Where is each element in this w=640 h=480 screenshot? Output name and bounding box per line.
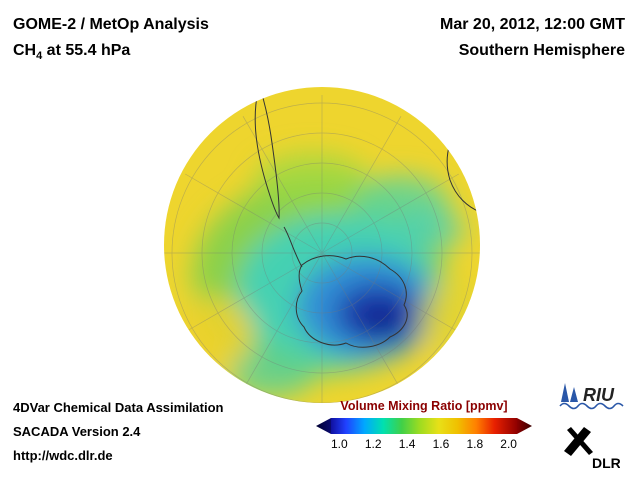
logos-block: RIU DLR [558, 380, 632, 476]
date-label: Mar 20, 2012, 12:00 GMT [440, 16, 625, 33]
riu-logo: RIU [558, 380, 632, 415]
colorbar: Volume Mixing Ratio [ppmv] 1.0 1.2 1.4 1… [316, 399, 532, 451]
cathedral-spire-icon [570, 387, 578, 402]
graticule [164, 95, 480, 403]
riu-wave-underline [559, 402, 624, 410]
dlr-swoosh-icon [564, 427, 593, 456]
assimilation-label: 4DVar Chemical Data Assimilation [13, 400, 224, 415]
tick-label: 1.4 [398, 437, 416, 451]
species-subscript: 4 [36, 50, 43, 63]
pressure-level: at 55.4 hPa [42, 42, 131, 59]
tick-label: 1.8 [466, 437, 484, 451]
riu-logo-text: RIU [583, 385, 615, 405]
tick-label: 1.6 [432, 437, 450, 451]
header-left: GOME-2 / MetOp Analysis CH4 at 55.4 hPa [13, 12, 209, 69]
version-label: SACADA Version 2.4 [13, 424, 141, 439]
ch4-field-blobs [174, 152, 480, 398]
species-symbol: CH [13, 42, 37, 59]
colorbar-bar [316, 418, 532, 434]
antarctica-outline [295, 255, 408, 348]
hemisphere-map [162, 85, 482, 405]
colorbar-title: Volume Mixing Ratio [ppmv] [340, 399, 508, 413]
colorbar-gradient [331, 418, 517, 434]
colorbar-right-arrow [517, 418, 532, 434]
dlr-logo-text: DLR [592, 455, 620, 471]
url-label: http://wdc.dlr.de [13, 448, 113, 463]
header-right: Mar 20, 2012, 12:00 GMT Southern Hemisph… [440, 12, 625, 64]
dlr-logo: DLR [558, 421, 632, 476]
riu-logo-icon: RIU [559, 383, 624, 410]
tick-label: 2.0 [500, 437, 517, 451]
antarctic-peninsula-outline [283, 226, 303, 268]
cathedral-spire-icon [561, 383, 569, 402]
tick-label: 1.0 [331, 437, 348, 451]
species-pressure-line: CH4 at 55.4 hPa [13, 38, 209, 69]
africa-outline [446, 126, 480, 213]
analysis-title: GOME-2 / MetOp Analysis [13, 16, 209, 33]
dlr-logo-icon: DLR [564, 427, 621, 471]
globe-svg [164, 87, 480, 403]
tick-label: 1.2 [364, 437, 382, 451]
colorbar-left-arrow [316, 418, 331, 434]
south-america-outline [254, 90, 280, 220]
credits-block: 4DVar Chemical Data Assimilation SACADA … [13, 396, 224, 468]
region-label: Southern Hemisphere [458, 42, 625, 59]
colorbar-ticks: 1.0 1.2 1.4 1.6 1.8 2.0 [331, 437, 517, 451]
coastlines [254, 90, 480, 348]
